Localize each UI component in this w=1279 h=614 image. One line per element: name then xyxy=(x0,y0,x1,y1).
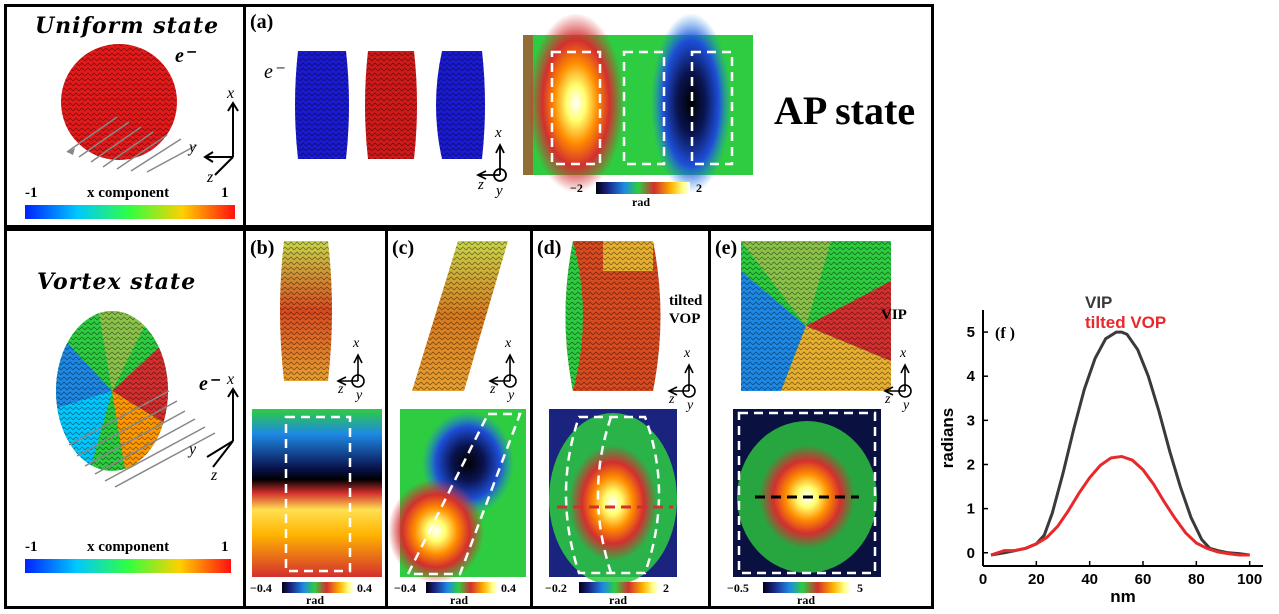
uniform-electron-label: e⁻ xyxy=(175,45,195,67)
legend-entry-0: VIP xyxy=(1085,293,1112,312)
panel-b-axis-y: y xyxy=(356,388,363,403)
panel-f-label: (f ) xyxy=(995,325,1015,342)
panel-d-label: (d) xyxy=(537,237,562,259)
panel-a-axis-x: x xyxy=(495,125,502,141)
panel-e-annot: VIP xyxy=(881,307,907,323)
uniform-axis-z: z xyxy=(207,169,214,186)
panel-d-annot-1: tilted xyxy=(669,293,703,309)
ap-cylinders-figure xyxy=(295,13,753,194)
x-tick-label: 20 xyxy=(1028,571,1045,588)
panel-e-axis-x: x xyxy=(900,346,907,361)
panel-c-axis-x: x xyxy=(505,336,512,351)
uniform-axis-y: y xyxy=(189,139,197,156)
panel-c-unit: rad xyxy=(450,593,468,607)
uniform-cb-max: 1 xyxy=(221,185,229,201)
panel-b-label: (b) xyxy=(250,237,275,259)
panel-c-axis-z: z xyxy=(490,382,496,397)
panel-e-axis-y: y xyxy=(903,398,910,413)
panel-d-unit: rad xyxy=(609,593,627,607)
uniform-cb-min: -1 xyxy=(25,185,38,201)
y-tick-label: 3 xyxy=(967,412,975,429)
panel-b-axis-z: z xyxy=(338,382,344,397)
y-tick-label: 5 xyxy=(967,324,975,341)
panel-a-cb-min: −2 xyxy=(570,181,583,195)
panel-a-cb-max: 2 xyxy=(696,181,702,195)
x-axis-label: nm xyxy=(1110,587,1136,606)
panel-d-axis-y: y xyxy=(687,398,694,413)
panel-a-electron-label: e⁻ xyxy=(264,61,284,83)
panel-a-axis-z: z xyxy=(478,177,484,193)
x-tick-label: 40 xyxy=(1081,571,1098,588)
vortex-axis-z: z xyxy=(211,467,218,484)
panel-a-unit: rad xyxy=(632,195,650,209)
panel-b-cb-max: 0.4 xyxy=(357,581,372,595)
x-tick-label: 60 xyxy=(1135,571,1152,588)
panel-e-label: (e) xyxy=(715,237,738,259)
series-line-1 xyxy=(990,454,1250,557)
panel-d: (d) tilted VOP x z y −0.2 2 rad xyxy=(530,228,711,609)
panel-a-label: (a) xyxy=(250,11,274,33)
panel-b-unit: rad xyxy=(306,593,324,607)
vortex-cb-min: -1 xyxy=(25,539,38,555)
panel-b: (b) x z y −0.4 0.4 rad xyxy=(243,228,388,609)
panel-e-cb-max: 5 xyxy=(857,581,863,595)
uniform-cb-label: x component xyxy=(87,185,170,201)
panel-e-figure xyxy=(733,241,912,593)
uniform-axis-x: x xyxy=(227,85,235,102)
y-tick-label: 1 xyxy=(967,501,975,518)
panel-e: (e) VIP x z y −0.5 5 rad xyxy=(708,228,934,609)
panel-d-figure xyxy=(549,241,696,593)
panel-b-figure xyxy=(252,241,382,593)
vortex-cb-max: 1 xyxy=(221,539,229,555)
legend-entry-1: tilted VOP xyxy=(1085,313,1166,332)
vortex-state-panel: Vortex state e⁻ x y z -1 x component xyxy=(4,228,246,609)
uniform-state-title: Uniform state xyxy=(35,13,220,39)
panel-d-annot-2: VOP xyxy=(669,311,701,327)
uniform-sphere-figure xyxy=(25,44,239,219)
panel-c: (c) x z y −0.4 0.4 rad xyxy=(385,228,533,609)
x-tick-label: 0 xyxy=(979,571,987,588)
panel-c-cb-min: −0.4 xyxy=(394,581,416,595)
vortex-sphere-figure xyxy=(25,311,239,573)
panel-d-cb-min: −0.2 xyxy=(545,581,567,595)
vortex-axis-x: x xyxy=(227,371,235,388)
y-tick-label: 0 xyxy=(967,545,975,562)
panel-d-axis-x: x xyxy=(684,346,691,361)
y-tick-label: 2 xyxy=(967,456,975,473)
vortex-state-title: Vortex state xyxy=(37,269,197,295)
panel-d-cb-max: 2 xyxy=(663,581,669,595)
panel-f-chart: 0 1 2 3 4 5 0 20 40 60 80 100 nm radians (f ) VIPtilted… xyxy=(938,293,1263,606)
panel-e-axis-z: z xyxy=(885,392,891,407)
vortex-axis-y: y xyxy=(189,441,197,458)
vortex-cb-label: x component xyxy=(87,539,170,555)
uniform-state-panel: Uniform state e⁻ x y z -1 x component 1 xyxy=(4,4,246,228)
x-tick-label: 100 xyxy=(1237,571,1262,588)
panel-c-figure xyxy=(388,241,526,593)
panel-c-axis-y: y xyxy=(508,388,515,403)
panel-d-axis-z: z xyxy=(669,392,675,407)
y-axis-label: radians xyxy=(938,408,957,468)
panel-e-cb-min: −0.5 xyxy=(727,581,749,595)
vortex-electron-label: e⁻ xyxy=(199,373,219,395)
panel-b-axis-x: x xyxy=(353,336,360,351)
panel-a-axis-y: y xyxy=(496,183,503,199)
panel-b-cb-min: −0.4 xyxy=(250,581,272,595)
y-tick-label: 4 xyxy=(967,368,976,385)
series-line-0 xyxy=(990,330,1250,557)
panel-c-label: (c) xyxy=(392,237,415,259)
ap-state-text: AP state xyxy=(774,88,916,133)
x-tick-label: 80 xyxy=(1188,571,1205,588)
panel-e-unit: rad xyxy=(797,593,815,607)
panel-c-cb-max: 0.4 xyxy=(501,581,516,595)
panel-a: (a) e⁻ x z y AP state −2 2 rad xyxy=(243,4,934,228)
